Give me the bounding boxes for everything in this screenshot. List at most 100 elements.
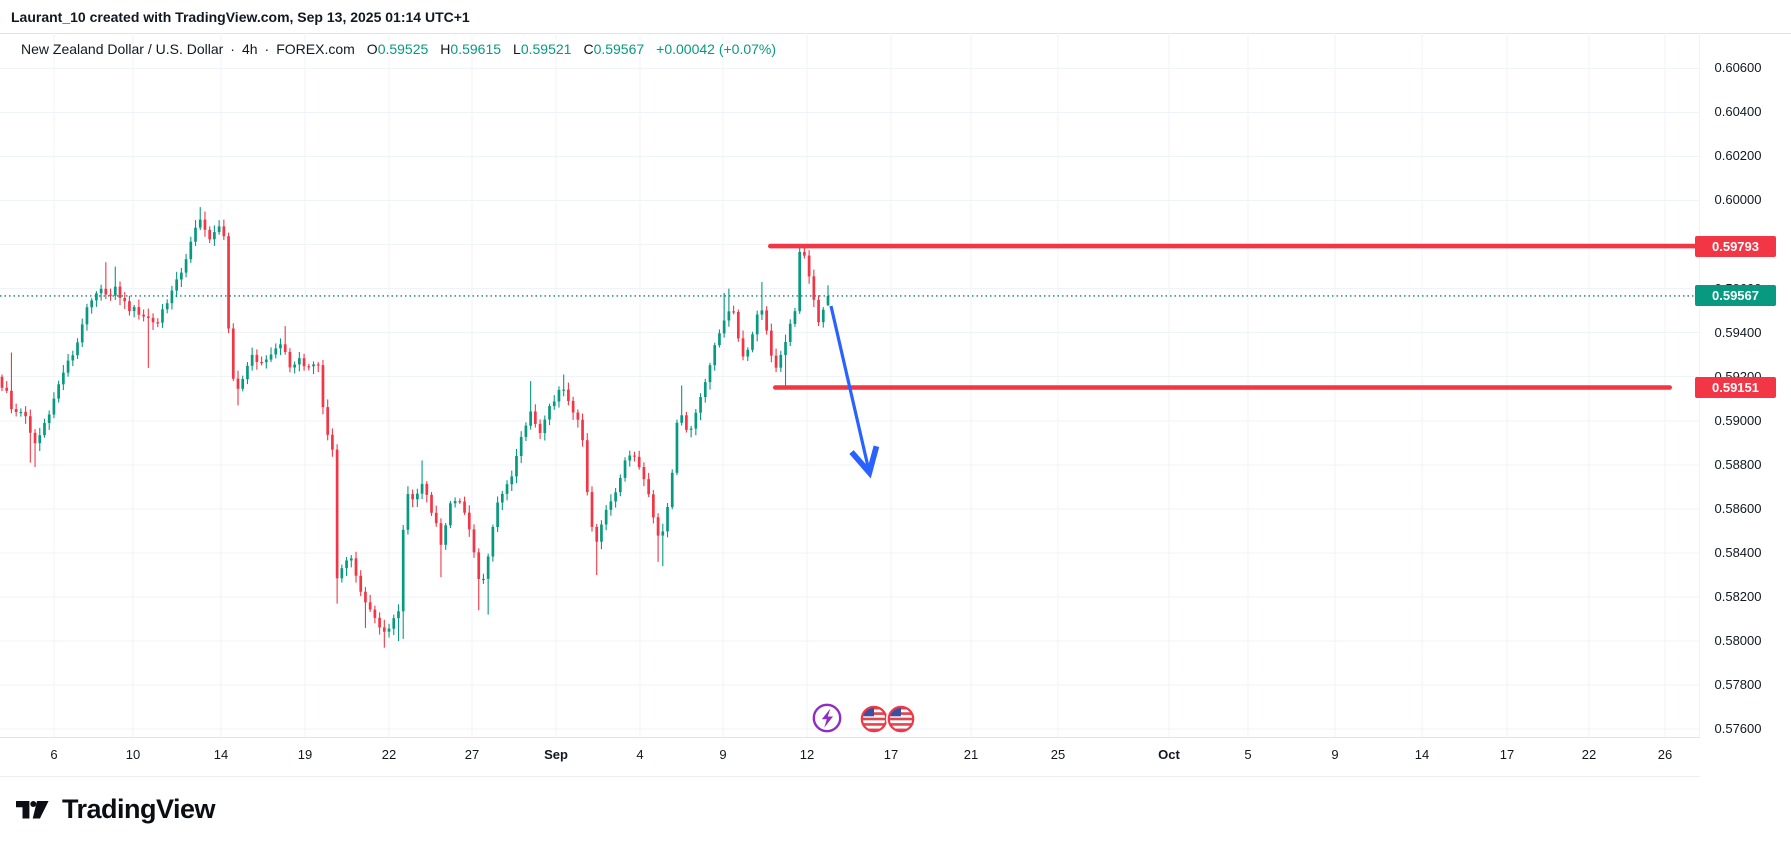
us-flag-icon[interactable] [859, 704, 889, 734]
candle-body [708, 365, 712, 383]
candle-body [392, 618, 396, 629]
candle-body [689, 428, 693, 430]
price-tick-label: 0.60600 [1714, 60, 1762, 75]
candle-body [510, 476, 514, 485]
flag-stripe [888, 720, 914, 724]
candle-body [269, 354, 273, 360]
candle-body [741, 338, 745, 357]
candle-body [416, 493, 419, 500]
candle-body [515, 456, 518, 477]
time-tick-label: 17 [883, 747, 899, 762]
candle-body [47, 414, 51, 423]
candle-body [90, 300, 94, 308]
flag-canton [861, 706, 874, 717]
candle-body [38, 435, 42, 444]
candle-body [123, 297, 127, 302]
price-level-line[interactable] [768, 243, 1697, 249]
candle-body [430, 494, 433, 513]
candle-body [406, 494, 410, 530]
candle-body [118, 286, 122, 298]
candle-body [76, 342, 79, 356]
candle-body [222, 226, 226, 237]
candle-body [354, 558, 358, 576]
candle-body [231, 328, 235, 379]
candle-body [132, 307, 136, 311]
last-price-label[interactable]: 0.59567 [1695, 285, 1776, 306]
tradingview-logo-icon[interactable] [16, 800, 49, 819]
flag-stripe [861, 728, 887, 732]
candle-body [779, 354, 783, 368]
candle-body [161, 309, 164, 323]
candle-body [236, 378, 240, 389]
candle-body [80, 324, 84, 343]
candle-body [434, 512, 438, 524]
candle-body [685, 415, 688, 430]
us-flag-icon[interactable] [886, 704, 916, 734]
candle-body [411, 494, 414, 500]
ohlc-item: H0.59615 [440, 41, 501, 57]
candle-body [500, 493, 504, 503]
candle-body [359, 575, 363, 592]
candlestick-chart[interactable] [0, 0, 1700, 737]
lightning-icon[interactable] [812, 703, 842, 733]
candle-body [246, 365, 249, 380]
candle-body [28, 416, 32, 433]
level-price-label[interactable]: 0.59793 [1695, 236, 1776, 257]
candle-body [321, 365, 325, 408]
symbol-title[interactable]: New Zealand Dollar / U.S. Dollar [21, 41, 224, 57]
candle-body [642, 467, 646, 480]
flag-stripe [861, 725, 887, 729]
drawn-arrow[interactable] [829, 305, 880, 479]
ohlc-value: 0.59521 [520, 41, 572, 57]
candle-body [298, 358, 301, 365]
time-tick-label: Oct [1158, 747, 1180, 762]
candle-body [703, 382, 707, 397]
flag-ring [887, 705, 915, 733]
candle-body [307, 366, 311, 368]
candle-body [397, 611, 400, 619]
candle-body [774, 355, 778, 368]
price-axis[interactable]: 0.606000.604000.602000.600000.598000.596… [1695, 33, 1791, 737]
candle-body [326, 407, 330, 435]
interval-label[interactable]: 4h [241, 41, 258, 57]
candle-body [482, 578, 485, 580]
candle-body [203, 219, 207, 230]
ohlc-letter: L [513, 41, 521, 57]
candle-body [104, 288, 108, 295]
candle-body [137, 307, 141, 315]
candle-body [449, 503, 452, 526]
time-tick-label: 26 [1657, 747, 1673, 762]
candle-body [699, 397, 702, 413]
candle-body [113, 286, 117, 296]
level-price-label[interactable]: 0.59151 [1695, 377, 1776, 398]
candle-body [260, 362, 263, 364]
candle-body [543, 419, 547, 433]
candle-body [227, 236, 230, 329]
price-tick-label: 0.60400 [1714, 104, 1762, 119]
candle-body [52, 398, 56, 415]
chart-legend: New Zealand Dollar / U.S. Dollar · 4h · … [21, 41, 776, 57]
candle-body [66, 360, 70, 373]
flag-canton [888, 706, 901, 717]
tradingview-logo-text[interactable]: TradingView [62, 794, 216, 824]
candle-body [165, 303, 169, 310]
candle-body [463, 501, 466, 513]
legend-separator: · [230, 41, 235, 57]
time-tick-label: 21 [963, 747, 979, 762]
price-level-line[interactable] [773, 385, 1672, 390]
candle-body [316, 364, 320, 366]
candle-body [180, 272, 183, 280]
time-axis[interactable]: 6 10 14 19 22 27 Sep 4 9 12 17 21 25 Oct 5 9 14 17 22 26 [0, 737, 1700, 777]
candle-body [505, 484, 509, 494]
time-tick-label: 6 [50, 747, 58, 762]
candle-body [255, 354, 259, 362]
candle-body [382, 627, 386, 632]
candle-body [444, 525, 448, 545]
candle-body [585, 440, 589, 493]
candle-body [571, 400, 575, 413]
candle-body [647, 479, 650, 495]
candle-body [600, 524, 603, 542]
attribution-bar: Laurant_10 created with TradingView.com,… [0, 0, 1791, 34]
flag-stripe [861, 714, 887, 718]
candle-body [146, 316, 150, 318]
